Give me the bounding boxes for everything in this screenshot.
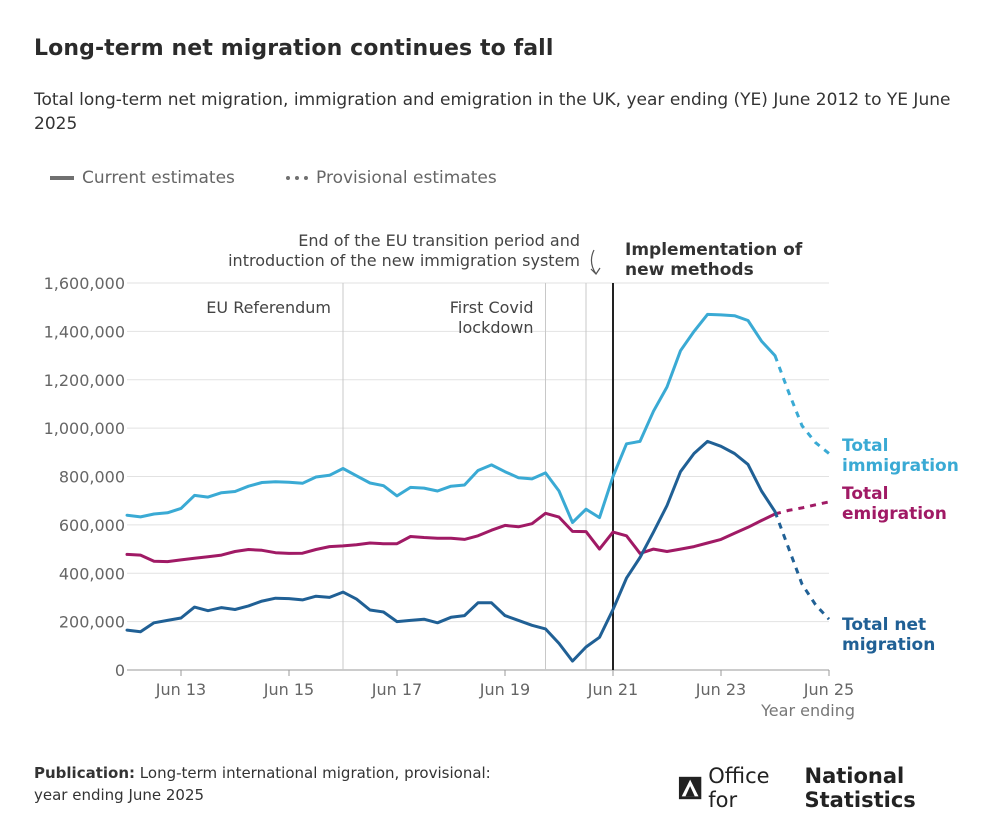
- gridlines: [127, 282, 829, 671]
- series-line-provisional: [773, 511, 831, 621]
- legend-item-provisional: Provisional estimates: [286, 168, 497, 188]
- footer-label: Publication:: [34, 764, 136, 782]
- y-tick-label: 800,000: [59, 468, 125, 487]
- x-tick-label: Jun 17: [371, 680, 422, 699]
- x-tick-label: Jun 21: [587, 680, 638, 699]
- annotation-label: End of the EU transition period and: [298, 231, 580, 250]
- series-line-provisional: [773, 355, 830, 455]
- solid-line-swatch: [50, 176, 74, 180]
- series-line-current: [125, 439, 777, 663]
- series-line-provisional: [774, 500, 830, 516]
- annotation-label: First Covid: [450, 298, 534, 317]
- footer: Publication: Long-term international mig…: [34, 762, 514, 806]
- dotted-line-swatch: [286, 176, 308, 180]
- x-tick-label: Jun 23: [695, 680, 746, 699]
- ons-logo: Office for National Statistics: [678, 764, 1008, 812]
- y-tick-label: 600,000: [59, 516, 125, 535]
- legend-label-provisional: Provisional estimates: [316, 168, 497, 188]
- legend-label-current: Current estimates: [82, 168, 235, 188]
- y-tick-label: 200,000: [59, 613, 125, 632]
- y-tick-label: 1,200,000: [44, 371, 125, 390]
- y-axis: 0 200,000 400,000 600,000 800,000 1,000,000 1,…: [44, 274, 125, 680]
- series-label: migration: [842, 635, 935, 655]
- series-label: Total net: [842, 615, 926, 635]
- x-tick-label: Jun 13: [155, 680, 206, 699]
- x-axis: Jun 13 Jun 15 Jun 17 Jun 19 Jun 21 Jun 23 Jun …: [155, 670, 855, 720]
- annotation-arrow: [590, 249, 601, 275]
- series-lines: [125, 312, 831, 663]
- legend-item-current: Current estimates: [50, 168, 235, 188]
- y-tick-label: 1,000,000: [44, 419, 125, 438]
- y-tick-label: 1,600,000: [44, 274, 125, 293]
- annotation-label: introduction of the new immigration syst…: [228, 251, 580, 270]
- x-axis-title: Year ending: [760, 701, 855, 720]
- annotation-label: Implementation of: [625, 240, 803, 260]
- y-tick-label: 1,400,000: [44, 322, 125, 341]
- ons-logo-icon: [678, 776, 702, 800]
- logo-text-pre: Office for: [708, 764, 770, 812]
- y-tick-label: 400,000: [59, 564, 125, 583]
- footer-text: Long-term international migration, provi…: [34, 764, 491, 804]
- logo-text-bold: National Statistics: [804, 764, 916, 812]
- chart-subtitle: Total long-term net migration, immigrati…: [34, 90, 951, 134]
- series-label: Total: [842, 436, 888, 456]
- y-tick-label: 0: [115, 661, 125, 680]
- series-line-current: [125, 312, 777, 524]
- chart-title: Long-term net migration continues to fal…: [34, 36, 554, 61]
- x-tick-label: Jun 25: [803, 680, 854, 699]
- series-label: emigration: [842, 504, 947, 524]
- x-tick-label: Jun 19: [479, 680, 530, 699]
- annotation-label: lockdown: [458, 318, 533, 337]
- series-label: immigration: [842, 456, 959, 476]
- series-line-current: [125, 511, 777, 564]
- x-tick-label: Jun 15: [263, 680, 314, 699]
- annotation-label: new methods: [625, 260, 754, 280]
- series-label: Total: [842, 484, 888, 504]
- annotation-label: EU Referendum: [206, 298, 331, 317]
